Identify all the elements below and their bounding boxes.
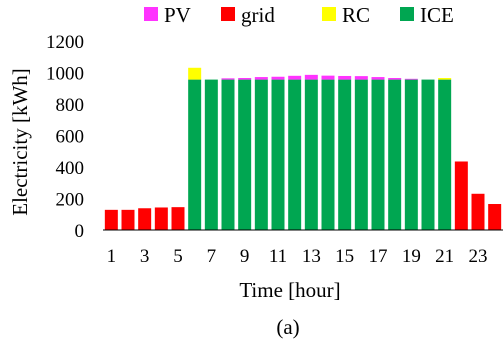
bar-ice-hour-13 <box>304 79 318 230</box>
bar-ice-hour-21 <box>438 79 452 230</box>
bar-pv-hour-12 <box>288 75 302 80</box>
y-axis-ticks: 0 200 400 600 800 1000 1200 <box>46 32 84 242</box>
bar-pv-hour-8 <box>221 78 235 80</box>
y-tick-label: 400 <box>56 158 85 179</box>
legend-swatch-rc <box>322 7 336 21</box>
bar-pv-hour-15 <box>338 75 352 80</box>
y-tick-label: 1200 <box>46 32 84 53</box>
x-tick-label: 21 <box>435 246 454 267</box>
bar-grid-hour-3 <box>138 208 152 230</box>
legend-swatch-ice <box>400 7 414 21</box>
x-tick-label: 9 <box>240 246 250 267</box>
bar-pv-hour-13 <box>304 74 318 80</box>
bar-grid-hour-4 <box>154 207 168 230</box>
bar-ice-hour-6 <box>188 79 202 230</box>
x-tick-label: 17 <box>369 246 388 267</box>
bar-pv-hour-11 <box>271 76 285 80</box>
bars <box>104 67 502 230</box>
legend-swatch-pv <box>144 7 158 21</box>
y-tick-label: 0 <box>75 221 85 242</box>
x-axis-label: Time [hour] <box>239 278 340 302</box>
bar-ice-hour-17 <box>371 79 385 230</box>
x-axis-ticks: 1 3 5 7 9 11 13 15 17 19 21 23 <box>107 246 488 267</box>
bar-ice-hour-14 <box>321 79 335 230</box>
bar-ice-hour-12 <box>288 79 302 230</box>
bar-grid-hour-23 <box>471 193 485 230</box>
bar-pv-hour-17 <box>371 77 385 80</box>
bar-pv-hour-14 <box>321 75 335 80</box>
bar-ice-hour-18 <box>388 79 402 230</box>
bar-ice-hour-7 <box>204 79 218 230</box>
bar-ice-hour-9 <box>238 79 252 230</box>
bar-rc-hour-6 <box>188 67 202 80</box>
x-tick-label: 1 <box>107 246 117 267</box>
x-tick-label: 15 <box>335 246 354 267</box>
legend-label-rc: RC <box>342 3 370 27</box>
x-tick-label: 19 <box>402 246 421 267</box>
legend-label-grid: grid <box>241 3 275 27</box>
y-axis-label: Electricity [kWh] <box>8 68 32 216</box>
x-tick-label: 13 <box>302 246 321 267</box>
x-tick-label: 23 <box>469 246 488 267</box>
bar-ice-hour-20 <box>421 79 435 230</box>
bar-grid-hour-22 <box>454 161 468 230</box>
bar-ice-hour-8 <box>221 79 235 230</box>
x-tick-label: 7 <box>207 246 217 267</box>
bar-grid-hour-2 <box>121 209 135 230</box>
bar-ice-hour-19 <box>404 79 418 230</box>
legend-label-pv: PV <box>164 3 191 27</box>
bar-pv-hour-9 <box>238 78 252 80</box>
bar-pv-hour-10 <box>254 77 268 80</box>
legend: PV grid RC ICE <box>144 3 454 27</box>
x-tick-label: 3 <box>140 246 150 267</box>
y-tick-label: 800 <box>56 95 85 116</box>
bar-grid-hour-24 <box>488 204 502 230</box>
bar-pv-hour-16 <box>354 76 368 80</box>
legend-swatch-grid <box>221 7 235 21</box>
y-tick-label: 1000 <box>46 64 84 85</box>
bar-ice-hour-16 <box>354 79 368 230</box>
legend-label-ice: ICE <box>420 3 454 27</box>
y-tick-label: 600 <box>56 127 85 148</box>
x-tick-label: 5 <box>173 246 183 267</box>
bar-pv-hour-18 <box>388 78 402 80</box>
x-tick-label: 11 <box>269 246 287 267</box>
figure-caption: (a) <box>276 315 299 339</box>
bar-ice-hour-10 <box>254 79 268 230</box>
bar-grid-hour-1 <box>104 209 118 230</box>
bar-ice-hour-11 <box>271 79 285 230</box>
bar-grid-hour-5 <box>171 207 185 230</box>
y-tick-label: 200 <box>56 190 85 211</box>
bar-pv-hour-19 <box>404 78 418 80</box>
bar-ice-hour-15 <box>338 79 352 230</box>
bar-rc-hour-21 <box>438 78 452 80</box>
